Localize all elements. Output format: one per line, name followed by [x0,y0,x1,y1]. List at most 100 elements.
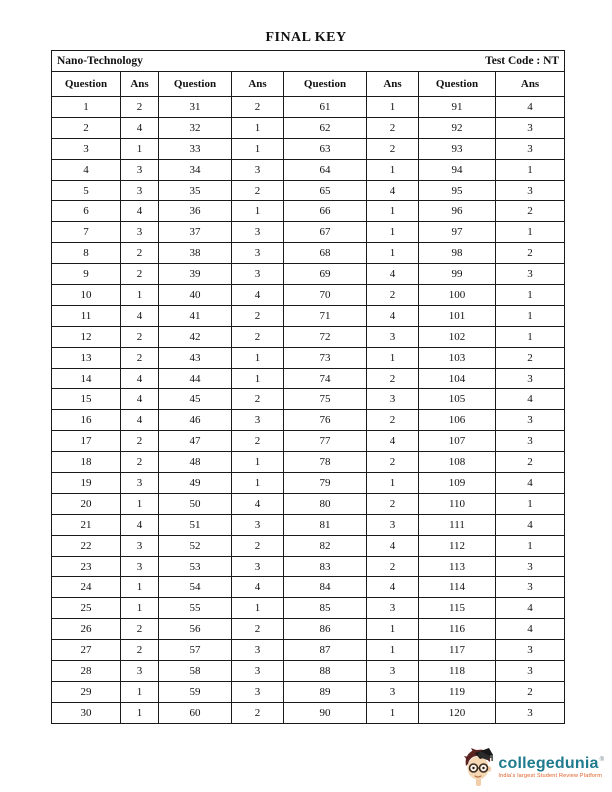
answer-cell: 2 [231,701,284,724]
answer-key-table: Nano-Technology Test Code : NT Question A… [50,50,566,724]
column-header: Ans [120,71,159,97]
answer-cell: 3 [494,179,566,202]
table-row: 3 1 33 1 63 2 93 3 [51,137,566,160]
question-cell: 20 [51,492,121,515]
question-cell: 95 [418,179,496,202]
answer-cell: 4 [120,304,159,327]
question-cell: 48 [158,451,232,474]
answer-cell: 1 [120,701,159,724]
column-header: Ans [494,71,566,97]
question-cell: 83 [283,555,367,578]
answer-cell: 2 [120,242,159,265]
table-row: 29 1 59 3 89 3 119 2 [51,680,566,703]
question-cell: 36 [158,200,232,223]
column-header: Ans [231,71,284,97]
answer-cell: 3 [494,263,566,286]
answer-cell: 1 [366,346,419,369]
answer-cell: 1 [494,534,566,557]
question-cell: 56 [158,618,232,641]
answer-cell: 3 [231,242,284,265]
answer-cell: 4 [231,576,284,599]
answer-cell: 1 [494,158,566,181]
question-cell: 103 [418,346,496,369]
answer-cell: 3 [120,660,159,682]
question-cell: 102 [418,325,496,348]
answer-cell: 3 [120,221,159,244]
answer-cell: 4 [494,472,566,494]
answer-cell: 4 [120,116,159,139]
answer-cell: 4 [494,96,566,118]
question-cell: 90 [283,701,367,724]
answer-cell: 2 [231,304,284,327]
question-cell: 100 [418,284,496,306]
question-cell: 60 [158,701,232,724]
column-header: Question [51,71,121,97]
question-cell: 32 [158,116,232,139]
table-row: 5 3 35 2 65 4 95 3 [51,179,566,202]
question-cell: 1 [51,96,121,118]
column-header: Ans [366,71,419,97]
question-cell: 3 [51,137,121,160]
question-cell: 89 [283,680,367,703]
question-cell: 53 [158,555,232,578]
answer-cell: 4 [120,367,159,390]
question-cell: 110 [418,492,496,515]
answer-cell: 1 [120,492,159,515]
question-cell: 13 [51,346,121,369]
answer-cell: 1 [366,639,419,662]
question-cell: 28 [51,660,121,682]
answer-cell: 2 [494,680,566,703]
question-cell: 43 [158,346,232,369]
collegedunia-mascot-icon [464,748,494,786]
answer-cell: 1 [231,200,284,223]
answer-cell: 1 [231,346,284,369]
answer-cell: 2 [120,451,159,474]
table-row: 25 1 55 1 85 3 115 4 [51,597,566,620]
column-header: Question [418,71,496,97]
answer-cell: 1 [494,304,566,327]
answer-cell: 1 [494,492,566,515]
table-meta-row: Nano-Technology Test Code : NT [50,50,566,72]
question-cell: 70 [283,284,367,306]
question-cell: 99 [418,263,496,286]
answer-cell: 1 [120,680,159,703]
question-cell: 27 [51,639,121,662]
answer-cell: 4 [120,200,159,223]
answer-cell: 2 [366,284,419,306]
question-cell: 4 [51,158,121,181]
table-row: 19 3 49 1 79 1 109 4 [51,472,566,494]
answer-cell: 3 [231,639,284,662]
question-cell: 117 [418,639,496,662]
question-cell: 114 [418,576,496,599]
answer-cell: 2 [231,534,284,557]
question-cell: 42 [158,325,232,348]
question-cell: 59 [158,680,232,703]
answer-cell: 1 [231,137,284,160]
question-cell: 68 [283,242,367,265]
question-cell: 111 [418,513,496,536]
question-cell: 26 [51,618,121,641]
question-cell: 64 [283,158,367,181]
answer-cell: 1 [120,597,159,620]
question-cell: 5 [51,179,121,202]
question-cell: 19 [51,472,121,494]
question-cell: 11 [51,304,121,327]
question-cell: 92 [418,116,496,139]
answer-cell: 2 [366,137,419,160]
question-cell: 73 [283,346,367,369]
table-row: 18 2 48 1 78 2 108 2 [51,451,566,474]
test-code: Test Code : NT [485,55,560,67]
table-row: 7 3 37 3 67 1 97 1 [51,221,566,244]
answer-table-body: 1 2 31 2 61 1 91 4 2 4 32 1 62 2 92 3 3 1 33 1 63 2 93 3 4 3 34 3 64… [51,96,566,724]
question-cell: 106 [418,409,496,432]
answer-cell: 4 [120,513,159,536]
question-cell: 8 [51,242,121,265]
answer-cell: 4 [494,597,566,620]
answer-cell: 1 [366,618,419,641]
answer-cell: 1 [120,576,159,599]
question-cell: 12 [51,325,121,348]
answer-cell: 2 [366,116,419,139]
answer-cell: 3 [366,388,419,411]
answer-cell: 3 [366,597,419,620]
question-cell: 21 [51,513,121,536]
